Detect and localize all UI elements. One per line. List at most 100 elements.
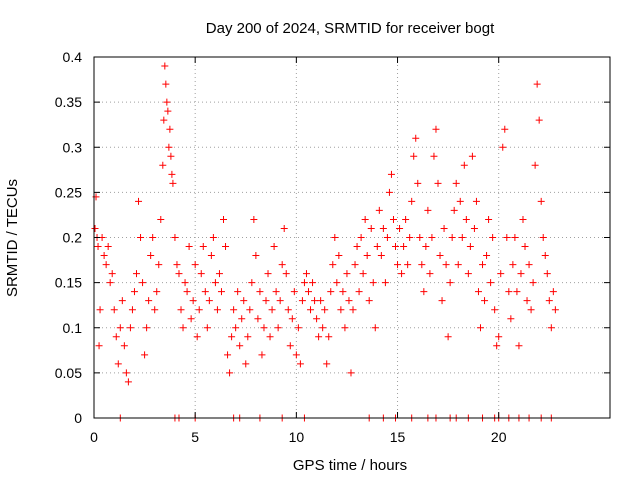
y-tick-label: 0.15: [55, 275, 82, 291]
data-point: [487, 279, 495, 287]
data-point: [120, 342, 128, 350]
data-point: [307, 306, 315, 314]
data-point: [551, 306, 559, 314]
data-point: [96, 306, 104, 314]
data-point: [321, 306, 329, 314]
data-point: [260, 324, 268, 332]
data-point: [258, 351, 266, 359]
data-point: [286, 342, 294, 350]
data-point: [94, 243, 102, 251]
data-point: [466, 243, 474, 251]
y-tick-label: 0.25: [55, 184, 82, 200]
data-point: [185, 243, 193, 251]
data-point: [460, 161, 468, 169]
data-point: [462, 215, 470, 223]
data-point: [197, 270, 205, 278]
data-point: [495, 333, 503, 341]
data-point: [533, 80, 541, 88]
data-point: [266, 333, 274, 341]
data-point: [377, 252, 385, 260]
data-point: [128, 306, 136, 314]
data-point: [549, 288, 557, 296]
data-point: [513, 288, 521, 296]
data-point: [339, 288, 347, 296]
data-point: [400, 243, 408, 251]
data-point: [106, 279, 114, 287]
data-point: [246, 306, 254, 314]
data-point: [535, 116, 543, 124]
x-axis-label: GPS time / hours: [293, 457, 407, 474]
data-point: [254, 315, 262, 323]
data-point: [497, 270, 505, 278]
data-point: [282, 270, 290, 278]
data-point: [250, 215, 258, 223]
data-point: [213, 306, 221, 314]
data-point: [124, 378, 132, 386]
data-point: [199, 243, 207, 251]
data-point: [272, 288, 280, 296]
data-point: [309, 279, 317, 287]
data-point: [468, 152, 476, 160]
data-point: [114, 360, 122, 368]
data-point: [276, 297, 284, 305]
data-points: [91, 62, 559, 422]
data-point: [408, 197, 416, 205]
data-point: [175, 270, 183, 278]
data-point: [135, 197, 143, 205]
x-tick-label: 15: [390, 429, 406, 445]
data-point: [337, 306, 345, 314]
data-point: [493, 342, 501, 350]
data-point: [234, 288, 242, 296]
data-point: [525, 261, 533, 269]
data-point: [166, 125, 174, 133]
data-point: [173, 261, 181, 269]
data-point: [238, 315, 246, 323]
data-point: [541, 252, 549, 260]
data-point: [159, 161, 167, 169]
data-point: [311, 297, 319, 305]
data-point: [410, 152, 418, 160]
data-point: [191, 261, 199, 269]
data-point: [290, 288, 298, 296]
data-point: [383, 234, 391, 241]
data-point: [448, 234, 456, 241]
data-point: [325, 333, 333, 341]
data-point: [519, 215, 527, 223]
data-point: [143, 324, 151, 332]
data-point: [396, 224, 404, 232]
data-point: [242, 360, 250, 368]
data-point: [434, 179, 442, 187]
data-point: [112, 333, 120, 341]
data-point: [385, 188, 393, 196]
data-point: [545, 297, 553, 305]
data-point: [418, 261, 426, 269]
data-point: [323, 360, 331, 368]
y-tick-label: 0.35: [55, 94, 82, 110]
data-point: [240, 297, 248, 305]
data-point: [481, 297, 489, 305]
y-tick-label: 0.05: [55, 365, 82, 381]
data-point: [110, 306, 118, 314]
data-point: [527, 306, 535, 314]
data-point: [226, 369, 234, 377]
data-point: [474, 288, 482, 296]
data-point: [171, 234, 179, 241]
data-point: [177, 306, 185, 314]
data-point: [116, 324, 124, 332]
data-point: [389, 215, 397, 223]
data-point: [264, 270, 272, 278]
data-point: [262, 297, 270, 305]
data-point: [529, 279, 537, 287]
data-point: [381, 279, 389, 287]
data-point: [363, 252, 371, 260]
data-point: [155, 261, 163, 269]
data-point: [300, 279, 308, 287]
data-point: [398, 270, 406, 278]
data-point: [456, 197, 464, 205]
data-point: [483, 252, 491, 260]
data-point: [537, 197, 545, 205]
data-point: [454, 261, 462, 269]
data-point: [353, 243, 361, 251]
data-point: [351, 261, 359, 269]
data-point: [193, 333, 201, 341]
